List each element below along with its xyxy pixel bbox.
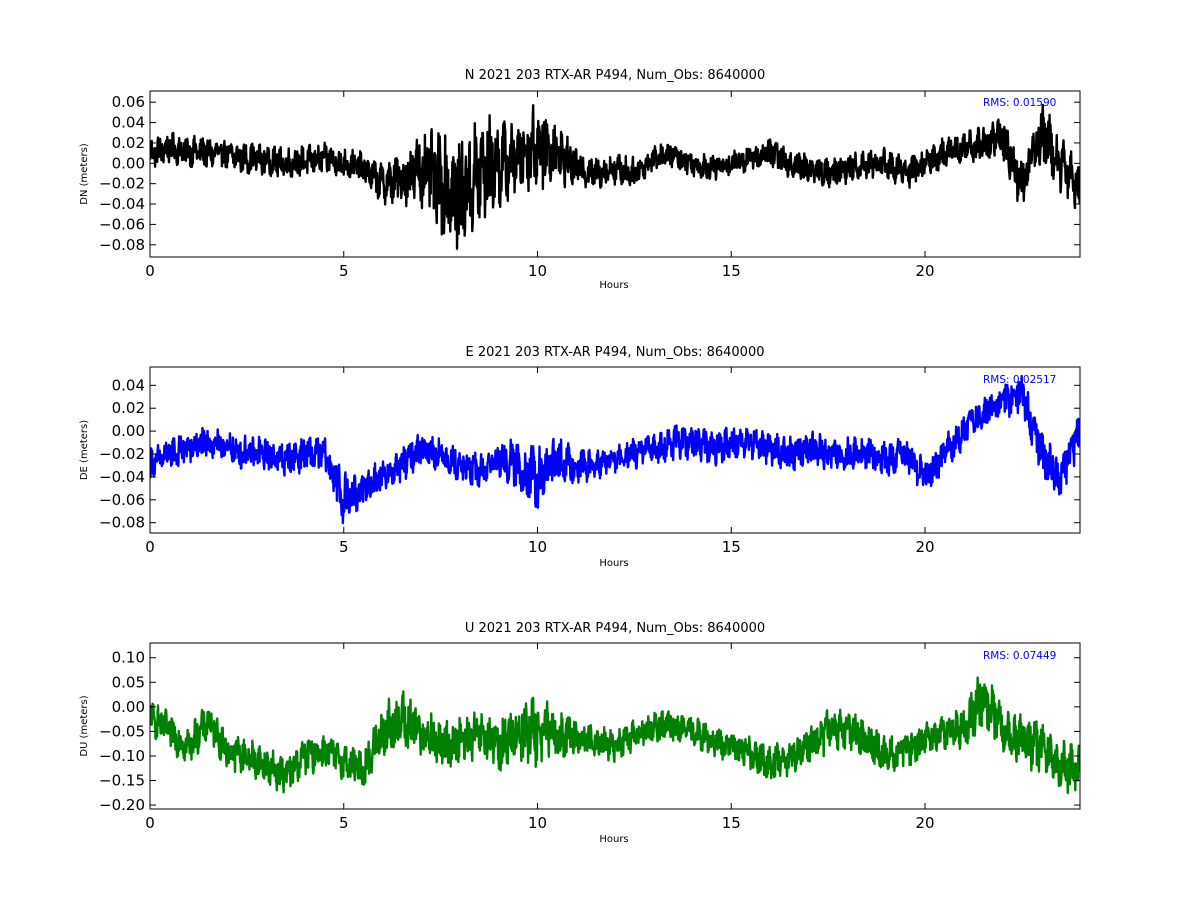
panel-up-title: U 2021 203 RTX-AR P494, Num_Obs: 8640000 — [465, 621, 765, 636]
panel-up-ytick-label: 0.00 — [112, 698, 145, 716]
panel-north-ytick-label: 0.04 — [112, 114, 145, 132]
panel-up-ytick-label: −0.10 — [99, 747, 145, 765]
panel-north-ytick-label: −0.02 — [99, 175, 145, 193]
panel-up-rms-annotation: RMS: 0.07449 — [983, 650, 1056, 662]
panel-up-ytick-label: −0.05 — [99, 722, 145, 740]
panel-up-xtick-label: 10 — [528, 814, 547, 832]
panel-east-xtick-label: 15 — [722, 538, 741, 556]
panel-east-ytick-label: −0.04 — [99, 468, 145, 486]
panel-north-ylabel: DN (meters) — [79, 143, 90, 205]
panel-north-ytick-label: −0.06 — [99, 215, 145, 233]
panel-up-xlabel: Hours — [599, 834, 628, 845]
panel-east-series-line — [150, 374, 1080, 525]
panel-east-ytick-label: 0.00 — [112, 422, 145, 440]
panel-up-xtick-label: 5 — [339, 814, 349, 832]
panel-east-xtick-label: 0 — [145, 538, 155, 556]
panel-up: U 2021 203 RTX-AR P494, Num_Obs: 8640000… — [79, 621, 1081, 845]
panel-north-xtick-label: 15 — [722, 262, 741, 280]
panel-up-plot-area — [150, 676, 1080, 795]
panel-north-xtick-label: 5 — [339, 262, 349, 280]
panel-east-xtick-label: 20 — [915, 538, 934, 556]
panel-east-xtick-label: 5 — [339, 538, 349, 556]
panel-up-ticks: 0 5 10 15 20 −0.20 −0.15 −0.10 −0.05 0.00 0.05 0.10 — [99, 643, 1080, 832]
panel-north-ytick-label: 0.06 — [112, 93, 145, 111]
panel-north: N 2021 203 RTX-AR P494, Num_Obs: 8640000… — [79, 68, 1081, 291]
panel-east-ytick-label: −0.02 — [99, 445, 145, 463]
panel-up-ytick-label: 0.10 — [112, 649, 145, 667]
panel-north-xlabel: Hours — [599, 280, 628, 291]
panel-north-plot-area — [150, 103, 1080, 250]
panel-up-xtick-label: 15 — [722, 814, 741, 832]
panel-north-ytick-label: 0.02 — [112, 134, 145, 152]
panel-up-ytick-label: 0.05 — [112, 673, 145, 691]
panel-north-xtick-label: 20 — [915, 262, 934, 280]
panel-east-title: E 2021 203 RTX-AR P494, Num_Obs: 8640000 — [466, 345, 765, 360]
panel-up-ytick-label: −0.20 — [99, 796, 145, 814]
panel-east: E 2021 203 RTX-AR P494, Num_Obs: 8640000… — [79, 345, 1081, 569]
panel-up-frame — [149, 642, 1081, 810]
panel-east-plot-area — [150, 374, 1080, 525]
panel-north-ytick-label: −0.08 — [99, 236, 145, 254]
panel-north-rms-annotation: RMS: 0.01590 — [983, 97, 1056, 109]
panel-east-ylabel: DE (meters) — [79, 420, 90, 480]
panel-north-title: N 2021 203 RTX-AR P494, Num_Obs: 8640000 — [465, 68, 765, 83]
panel-east-ytick-label: 0.04 — [112, 376, 145, 394]
panel-east-rms-annotation: RMS: 0.02517 — [983, 374, 1056, 386]
panel-up-xtick-label: 0 — [145, 814, 155, 832]
panel-up-ytick-label: −0.15 — [99, 772, 145, 790]
panel-north-xtick-label: 10 — [528, 262, 547, 280]
panel-north-ticks: 0 5 10 15 20 −0.08 −0.06 −0.04 −0.02 0.00 0.02 0.04… — [99, 91, 1080, 280]
panel-north-series-line — [150, 103, 1080, 250]
panel-east-ticks: 0 5 10 15 20 −0.08 −0.06 −0.04 −0.02 0.00 0.02 0.04 — [99, 367, 1080, 556]
panel-east-xlabel: Hours — [599, 558, 628, 569]
panel-east-xtick-label: 10 — [528, 538, 547, 556]
panel-east-ytick-label: −0.08 — [99, 514, 145, 532]
panel-up-series-line — [150, 676, 1080, 795]
panel-north-xtick-label: 0 — [145, 262, 155, 280]
panel-east-ytick-label: 0.02 — [112, 399, 145, 417]
panel-east-frame — [149, 366, 1081, 534]
panel-east-ytick-label: −0.06 — [99, 491, 145, 509]
panel-up-ylabel: DU (meters) — [79, 695, 90, 756]
panel-north-ytick-label: −0.04 — [99, 195, 145, 213]
panel-north-ytick-label: 0.00 — [112, 154, 145, 172]
panel-up-xtick-label: 20 — [915, 814, 934, 832]
panel-north-frame — [149, 90, 1081, 258]
